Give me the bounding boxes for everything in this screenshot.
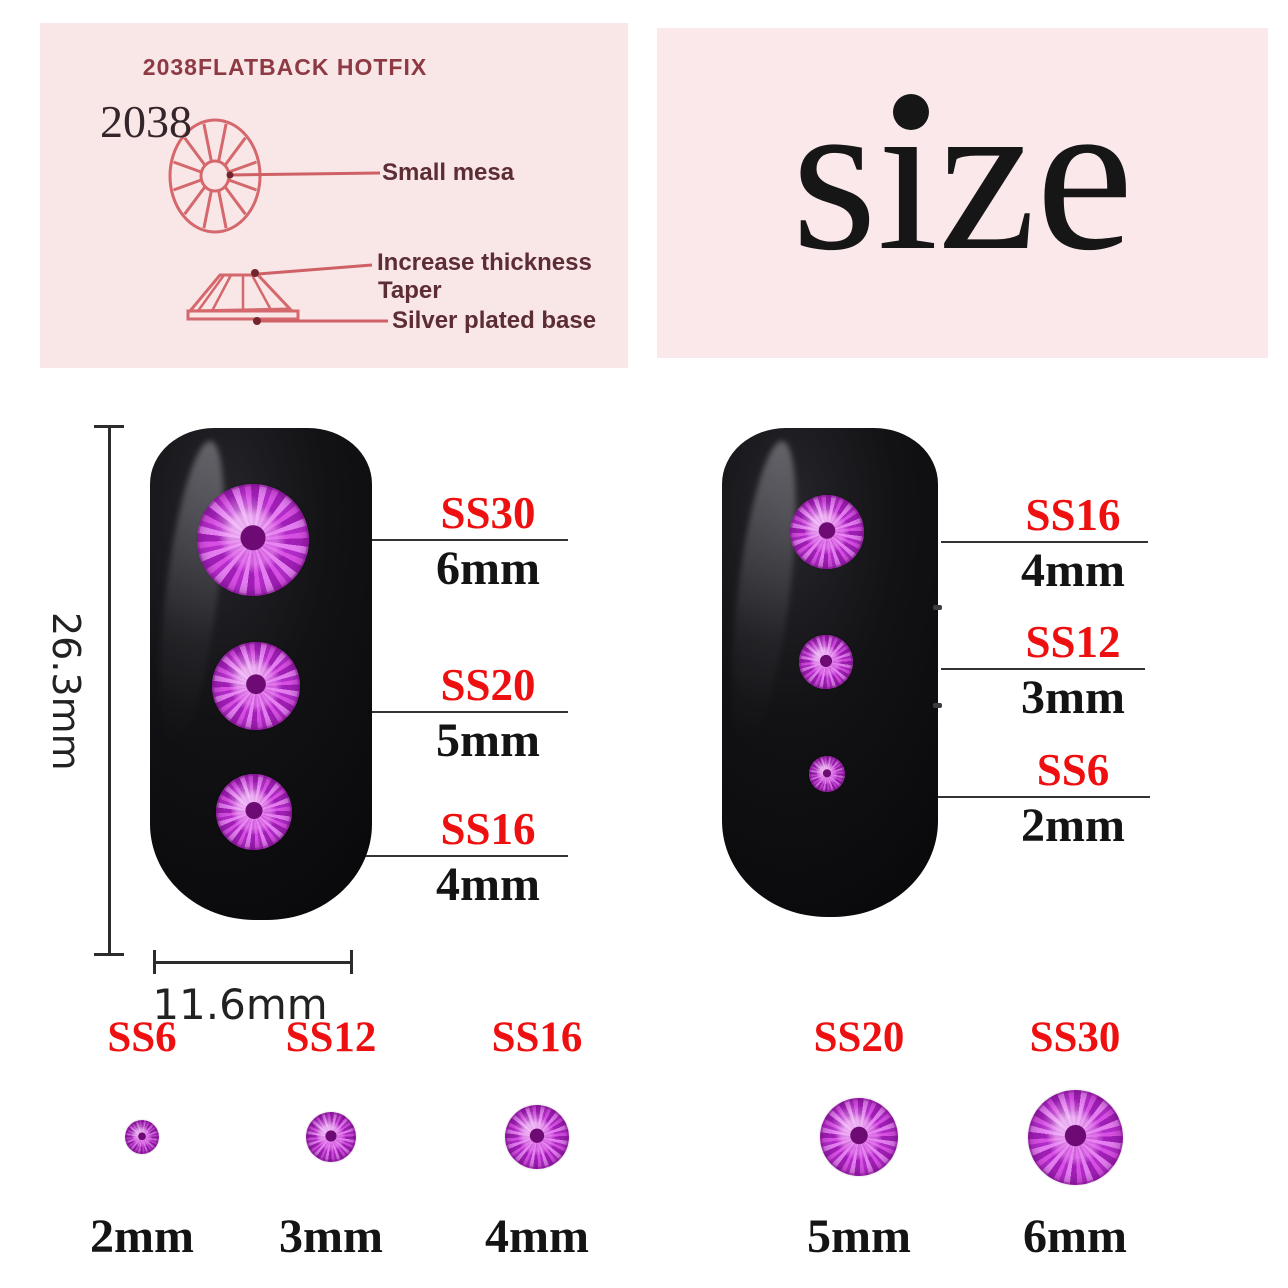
mm-size-label: 4mm: [485, 1210, 589, 1263]
ss-code-label: SS30: [1029, 1014, 1121, 1061]
mm-size-label: 4mm: [436, 858, 540, 911]
ss-code-label: SS16: [1025, 490, 1121, 540]
ss-code-label: SS12: [285, 1014, 377, 1061]
i-dot-decoration: [893, 94, 929, 130]
size-callout: SS16 4mm: [988, 489, 1158, 595]
rhinestone-ss6: [125, 1120, 159, 1154]
ss-code-label: SS12: [1025, 617, 1121, 667]
rhinestone-ss16: [505, 1105, 569, 1169]
height-dimension-line: [108, 427, 111, 955]
size-callout: SS16 4mm: [398, 803, 578, 909]
callout-line: [340, 539, 568, 541]
size-chart-item: SS6 2mm: [52, 1014, 232, 1262]
size-chart-item: SS16 4mm: [447, 1014, 627, 1262]
callout-line: [344, 711, 568, 713]
width-dimension-label: 11.6mm: [152, 980, 328, 1029]
nail-sample-small-stones: [722, 428, 938, 917]
rhinestone-ss20: [212, 642, 300, 730]
callout-line: [941, 668, 1145, 670]
size-chart-item: SS30 6mm: [985, 1014, 1165, 1262]
rhinestone-ss6: [809, 756, 845, 792]
size-callout: SS20 5mm: [398, 659, 578, 765]
callout-line: [913, 796, 1150, 798]
rhinestone-ss12: [306, 1112, 356, 1162]
rhinestone-ss20: [820, 1098, 898, 1176]
rhinestone-ss30: [197, 484, 309, 596]
rhinestone-ss30: [1027, 1089, 1123, 1185]
ss-code-label: SS20: [813, 1014, 905, 1061]
rhinestone-ss12: [799, 635, 853, 689]
size-title-panel: size: [657, 28, 1268, 358]
size-title: size: [791, 52, 1134, 296]
label-increase-thickness: Increase thickness: [377, 249, 592, 276]
mm-size-label: 5mm: [436, 714, 540, 767]
height-dimension-label: 26.3mm: [44, 612, 88, 771]
mm-size-label: 5mm: [807, 1210, 911, 1263]
rhinestone-ss16: [216, 774, 292, 850]
mm-size-label: 3mm: [1021, 671, 1125, 724]
label-silver-plated-base: Silver plated base: [392, 307, 597, 334]
width-dimension-cap-right: [350, 950, 353, 974]
callout-line: [941, 541, 1148, 543]
ss-code-label: SS16: [440, 804, 536, 854]
ss-code-label: SS30: [440, 488, 536, 538]
mm-size-label: 3mm: [279, 1210, 383, 1263]
width-dimension-cap-left: [153, 950, 156, 974]
model-number: 2038: [100, 96, 192, 147]
mm-size-label: 6mm: [436, 542, 540, 595]
width-dimension-line: [153, 961, 353, 964]
ss-code-label: SS20: [440, 660, 536, 710]
label-taper: Taper: [378, 277, 442, 304]
ss-code-label: SS16: [491, 1014, 583, 1061]
nail-sample-large-stones: [150, 428, 372, 920]
size-callout: SS6 2mm: [988, 744, 1158, 850]
mm-size-label: 4mm: [1021, 544, 1125, 597]
size-callout: SS12 3mm: [988, 616, 1158, 722]
rhinestone-structure-diagram: [168, 118, 388, 325]
size-callout: SS30 6mm: [398, 487, 578, 593]
height-dimension-cap-bottom: [94, 953, 124, 956]
rhinestone-ss16: [790, 495, 864, 569]
ss-code-label: SS6: [1036, 745, 1110, 795]
label-small-mesa: Small mesa: [382, 159, 515, 186]
nail-edge-tick: [933, 703, 942, 708]
nail-edge-tick: [933, 605, 942, 610]
size-chart-item: SS20 5mm: [769, 1014, 949, 1262]
mm-size-label: 2mm: [90, 1210, 194, 1263]
spec-panel: 2038FLATBACK HOTFIX 2038 Small mesa Incr…: [40, 23, 628, 368]
spec-panel-title: 2038FLATBACK HOTFIX: [142, 54, 428, 80]
callout-line: [344, 855, 568, 857]
mm-size-label: 6mm: [1023, 1210, 1127, 1263]
height-dimension-cap-top: [94, 425, 124, 428]
mm-size-label: 2mm: [1021, 799, 1125, 852]
size-chart-item: SS12 3mm: [241, 1014, 421, 1262]
ss-code-label: SS6: [107, 1014, 177, 1061]
